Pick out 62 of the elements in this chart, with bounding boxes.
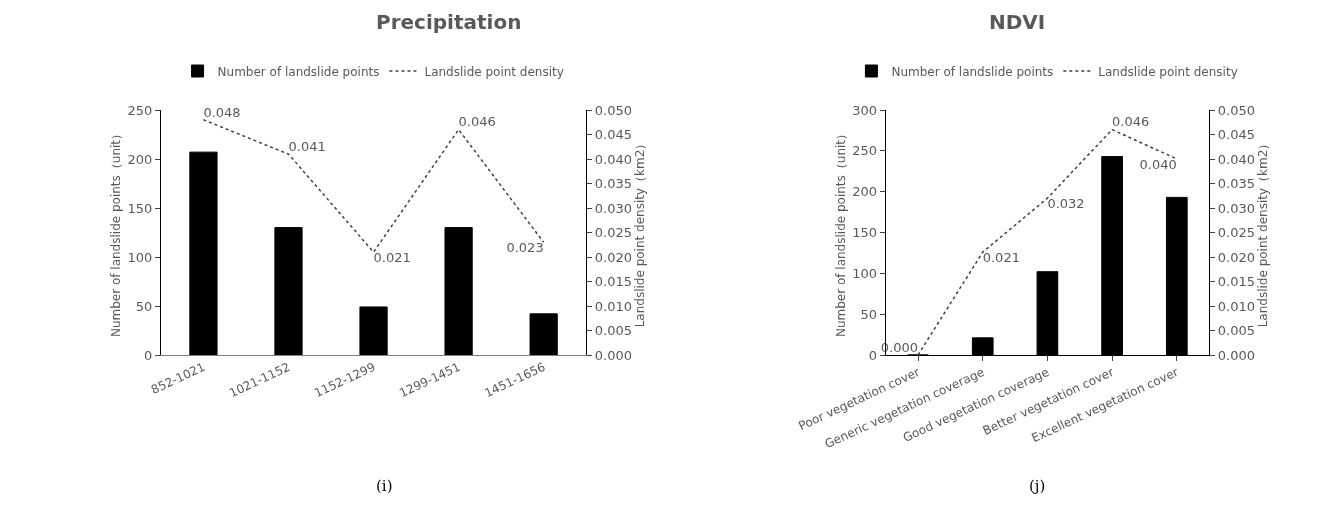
- y-tick-label: 250: [852, 143, 878, 159]
- y2-tick-label: 0.025: [1217, 225, 1255, 241]
- bar: [274, 227, 303, 355]
- y2-tick-label: 0.035: [594, 176, 633, 192]
- y2-tick-label: 0.020: [594, 249, 633, 265]
- data-label: 0.021: [373, 249, 411, 265]
- y-tick-label: 0: [144, 347, 153, 363]
- y-tick-label: 150: [852, 225, 878, 241]
- data-label: 0.048: [203, 104, 241, 120]
- y2-tick-label: 0.050: [594, 102, 633, 118]
- y2-tick-label: 0.010: [594, 298, 633, 314]
- bar: [529, 313, 558, 355]
- y2-tick-label: 0.000: [594, 347, 633, 363]
- data-label: 0.032: [1047, 195, 1085, 211]
- y2-tick-label: 0.000: [1217, 347, 1255, 363]
- y2-tick-label: 0.005: [594, 323, 633, 339]
- bar: [359, 306, 388, 355]
- y-tick-label: 100: [852, 265, 878, 281]
- y-tick-label: 200: [852, 184, 878, 200]
- bar: [444, 227, 473, 355]
- y-tick-label: 300: [852, 102, 878, 118]
- y-tick-label: 250: [127, 102, 153, 118]
- y2-tick-label: 0.015: [1217, 274, 1255, 290]
- y2-tick-label: 0.005: [1217, 323, 1255, 339]
- y2-tick-label: 0.030: [1217, 200, 1255, 216]
- y2-axis-title: Landslide point density（km2）: [1255, 137, 1270, 328]
- legend-label: Number of landslide points: [217, 64, 380, 79]
- y-tick-label: 50: [135, 298, 153, 314]
- bar: [189, 151, 218, 355]
- y-tick-label: 200: [127, 151, 153, 167]
- legend-label: Landslide point density: [1098, 64, 1238, 79]
- y2-tick-label: 0.020: [1217, 249, 1255, 265]
- line-series: [202, 119, 545, 253]
- y-axis-title: Number of landslide points（unit）: [833, 127, 848, 338]
- y-tick-label: 150: [127, 200, 153, 216]
- y2-axis-title: Landslide point density（km2）: [632, 137, 647, 328]
- y2-tick-label: 0.015: [594, 274, 633, 290]
- data-label: 0.021: [982, 249, 1020, 265]
- y2-tick-label: 0.030: [594, 200, 633, 216]
- data-label: 0.023: [506, 240, 544, 256]
- y-tick-label: 100: [127, 249, 153, 265]
- y2-tick-label: 0.045: [1217, 127, 1255, 143]
- y-axis-title: Number of landslide points（unit）: [108, 127, 123, 338]
- y2-tick-label: 0.040: [594, 151, 633, 167]
- data-label: 0.046: [1112, 114, 1150, 130]
- y2-tick-label: 0.045: [594, 127, 633, 143]
- y2-tick-label: 0.050: [1217, 102, 1255, 118]
- data-label: 0.046: [458, 114, 496, 130]
- legend-label: Number of landslide points: [891, 64, 1054, 79]
- chart-title: Precipitation: [376, 10, 522, 34]
- chart-title: NDVI: [989, 10, 1046, 34]
- y2-tick-label: 0.035: [1217, 176, 1255, 192]
- text: (j): [1029, 477, 1046, 495]
- y-tick-label: 0: [868, 347, 878, 363]
- y2-tick-label: 0.025: [594, 225, 633, 241]
- data-label: 0.040: [1139, 156, 1177, 172]
- y-tick-label: 50: [860, 306, 878, 322]
- y2-tick-label: 0.040: [1217, 151, 1255, 167]
- data-label: 0.041: [288, 138, 326, 154]
- text: (i): [376, 477, 393, 495]
- legend-label: Landslide point density: [424, 64, 564, 79]
- y2-tick-label: 0.010: [1217, 298, 1255, 314]
